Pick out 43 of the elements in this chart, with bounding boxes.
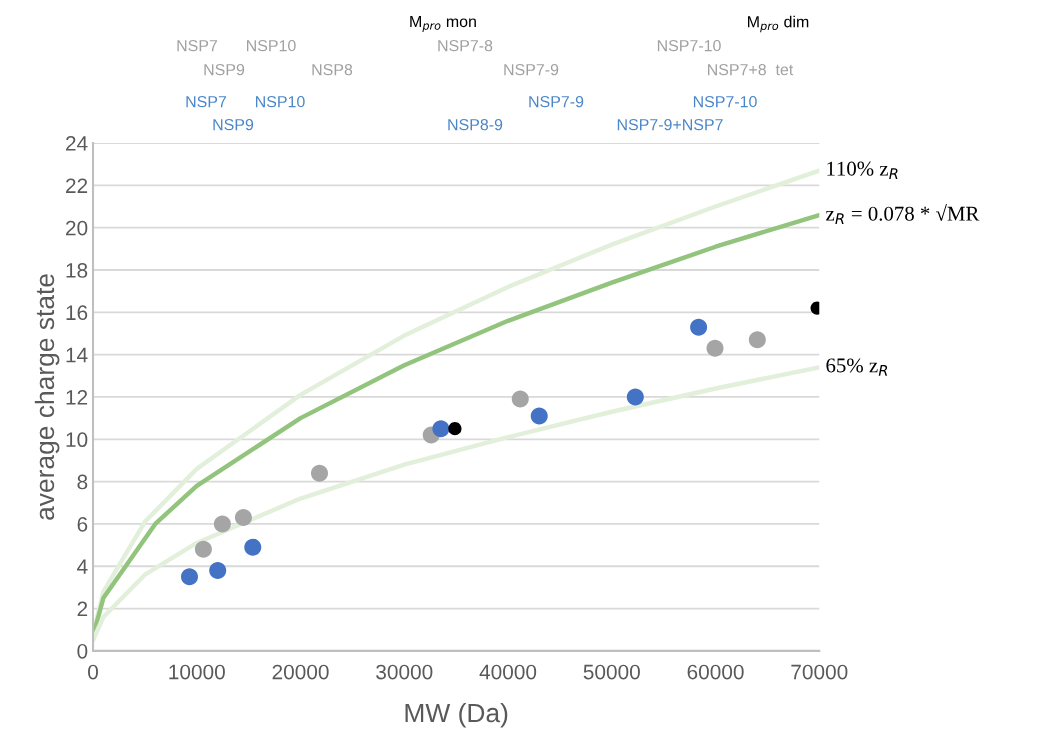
y-tick-label: 6 <box>77 516 88 532</box>
text: NSP7+8 tet <box>708 63 794 76</box>
series-label: 65% z$_{R}$ <box>826 358 888 376</box>
y-axis-title: average charge state <box>34 274 60 520</box>
text: NSP10 <box>256 95 305 108</box>
text: NSP8 <box>312 63 353 76</box>
text: NSP7-9 <box>529 95 584 108</box>
x-tick-label: 20000 <box>272 664 329 680</box>
text: NSP9 <box>213 118 254 131</box>
x-tick-label: 70000 <box>791 664 848 680</box>
text: NSP7-9+NSP7 <box>617 118 723 131</box>
x-tick-label: 60000 <box>687 664 744 680</box>
y-tick-label: 4 <box>77 559 88 574</box>
y-tick-label: 12 <box>66 389 88 405</box>
text: NSP7-10 <box>693 95 757 108</box>
text: NSP7-9 <box>504 63 559 76</box>
text: NSP10 <box>247 39 296 52</box>
series-label: z$_{R}$ = 0.078 * √MR <box>826 204 980 224</box>
text: NSP7-10 <box>657 39 721 52</box>
x-tick-label: 10000 <box>169 664 225 680</box>
x-tick-label: 30000 <box>376 664 433 680</box>
x-tick-label: 50000 <box>583 664 640 680</box>
y-tick-label: 22 <box>66 178 88 193</box>
y-tick-label: 24 <box>66 136 88 151</box>
y-tick-label: 18 <box>66 263 88 278</box>
text: NSP7 <box>177 39 218 52</box>
series-label: 110% z$_{R}$ <box>827 161 898 179</box>
y-tick-label: 0 <box>77 643 88 659</box>
x-tick-label: 0 <box>88 664 98 680</box>
y-tick-label: 16 <box>66 305 88 321</box>
y-tick-label: 8 <box>77 474 88 490</box>
text: NSP7 <box>186 95 227 108</box>
y-tick-label: 10 <box>66 432 88 448</box>
x-tick-label: 40000 <box>479 664 537 680</box>
y-tick-label: 20 <box>66 220 88 236</box>
text: NSP9 <box>204 63 245 76</box>
text: NSP7-8 <box>438 39 493 52</box>
y-tick-label: 14 <box>66 347 88 363</box>
x-axis-title: MW (Da) <box>405 702 508 728</box>
text: M$_{pro}$ dim <box>748 15 809 33</box>
text: M$_{pro}$ mon <box>410 16 476 32</box>
y-tick-label: 2 <box>77 601 88 617</box>
text: NSP8-9 <box>448 118 503 131</box>
